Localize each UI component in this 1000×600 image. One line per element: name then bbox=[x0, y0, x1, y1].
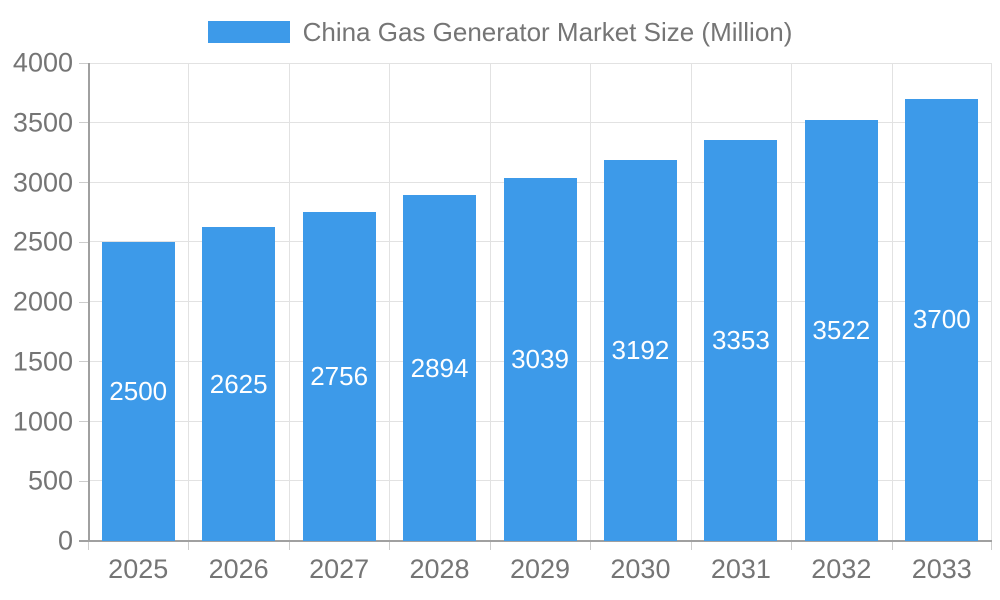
y-axis-tick-label: 0 bbox=[57, 525, 73, 556]
y-axis-tick-label: 1000 bbox=[12, 406, 73, 436]
bar-2025[interactable]: 2500 bbox=[101, 242, 175, 541]
bar-2032[interactable]: 3522 bbox=[804, 120, 878, 541]
x-axis-tick bbox=[389, 541, 391, 550]
bar-value-label: 2894 bbox=[410, 352, 469, 383]
bar-2029[interactable]: 3039 bbox=[503, 177, 577, 541]
x-axis-tick bbox=[188, 541, 190, 550]
y-axis-tick-label: 3000 bbox=[12, 167, 73, 197]
bar-value-label: 3192 bbox=[611, 334, 670, 365]
x-axis-tick-label: 2025 bbox=[108, 554, 169, 584]
y-axis-tick-label: 2500 bbox=[12, 226, 73, 257]
bar-2031[interactable]: 3353 bbox=[704, 140, 778, 541]
y-axis-tick bbox=[79, 301, 88, 303]
gridline-vertical bbox=[288, 63, 290, 541]
x-axis-tick bbox=[288, 541, 290, 550]
gridline-vertical bbox=[690, 63, 692, 541]
bar-value-label: 2756 bbox=[310, 360, 369, 391]
bar-value-label: 2625 bbox=[209, 368, 268, 399]
legend[interactable]: China Gas Generator Market Size (Million… bbox=[0, 17, 1000, 47]
y-axis-tick bbox=[79, 480, 88, 482]
bar-2030[interactable]: 3192 bbox=[603, 159, 677, 541]
gridline-vertical bbox=[590, 63, 592, 541]
gridline-vertical bbox=[991, 63, 992, 541]
y-axis-line bbox=[88, 63, 90, 541]
x-axis-tick-label: 2028 bbox=[409, 554, 470, 584]
gridline-horizontal bbox=[88, 121, 992, 123]
gridline-vertical bbox=[891, 63, 893, 541]
x-axis-tick bbox=[891, 541, 893, 550]
x-axis-line bbox=[79, 540, 992, 542]
y-axis-tick-label: 2000 bbox=[12, 286, 73, 317]
gridline-vertical bbox=[791, 63, 793, 541]
legend-label: China Gas Generator Market Size (Million… bbox=[302, 17, 793, 47]
x-axis-tick-label: 2029 bbox=[509, 554, 571, 584]
bar-value-label: 3700 bbox=[912, 304, 971, 335]
y-axis-tick-label: 500 bbox=[27, 465, 73, 496]
y-axis-tick bbox=[79, 241, 88, 243]
x-axis-tick-label: 2032 bbox=[811, 554, 872, 584]
bar-2028[interactable]: 2894 bbox=[403, 195, 477, 541]
x-axis-tick bbox=[791, 541, 793, 550]
y-axis-tick bbox=[79, 122, 88, 124]
x-axis-tick-label: 2030 bbox=[610, 554, 671, 584]
legend-swatch bbox=[207, 21, 290, 43]
x-axis-tick-label: 2026 bbox=[208, 554, 269, 584]
x-axis-tick-label: 2031 bbox=[710, 554, 771, 584]
bar-2026[interactable]: 2625 bbox=[202, 227, 276, 541]
gridline-horizontal bbox=[88, 63, 992, 64]
x-axis-tick bbox=[690, 541, 692, 550]
y-axis-tick-label: 1500 bbox=[12, 346, 73, 377]
bar-value-label: 3039 bbox=[511, 343, 569, 374]
x-axis-tick bbox=[590, 541, 592, 550]
bar-2033[interactable]: 3700 bbox=[905, 98, 979, 541]
x-axis-tick-label: 2033 bbox=[911, 554, 972, 584]
bar-value-label: 3353 bbox=[711, 325, 770, 356]
y-axis-tick bbox=[79, 62, 88, 64]
y-axis-tick-label: 3500 bbox=[12, 107, 73, 138]
gridline-vertical bbox=[389, 63, 391, 541]
y-axis-tick bbox=[79, 361, 88, 363]
x-axis-tick-label: 2027 bbox=[309, 554, 370, 584]
x-axis-tick bbox=[991, 541, 992, 550]
gridline-vertical bbox=[188, 63, 190, 541]
x-axis-tick bbox=[88, 541, 89, 550]
bar-2027[interactable]: 2756 bbox=[302, 211, 376, 541]
y-axis-tick bbox=[79, 421, 88, 422]
y-axis-tick-label: 4000 bbox=[12, 47, 73, 78]
bar-value-label: 2500 bbox=[109, 376, 168, 407]
y-axis-tick bbox=[79, 182, 88, 183]
bar-value-label: 3522 bbox=[812, 315, 871, 346]
gridline-vertical bbox=[489, 63, 491, 541]
x-axis-tick bbox=[489, 541, 491, 550]
plot-area: 0 500 1000 1500 2000 2500 3000 3500 4000 2500 2025… bbox=[13, 48, 992, 584]
